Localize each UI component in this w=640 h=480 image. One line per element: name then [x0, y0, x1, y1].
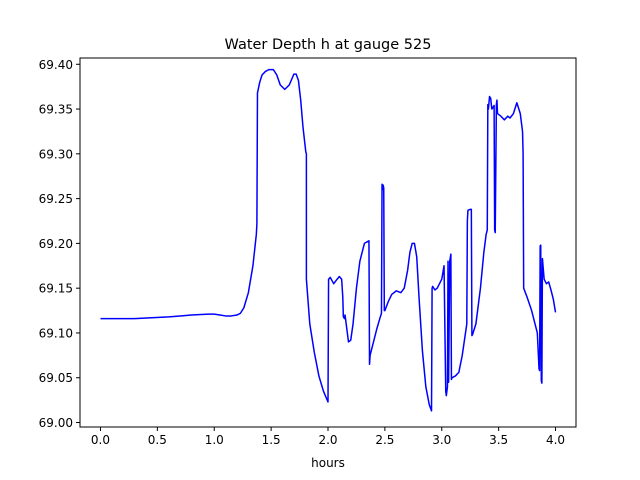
- x-axis-ticks: 0.0 0.5 1.0 1.5 2.0 2.5 3.0 3.5 4.0: [91, 427, 565, 447]
- x-tick-label: 1.0: [205, 433, 224, 447]
- y-tick-label: 69.25: [39, 192, 73, 206]
- x-tick-label: 4.0: [546, 433, 565, 447]
- y-tick-label: 69.35: [39, 103, 73, 117]
- y-tick-label: 69.15: [39, 282, 73, 296]
- x-tick-label: 3.5: [489, 433, 508, 447]
- y-tick-label: 69.00: [39, 416, 73, 430]
- x-tick-label: 3.0: [432, 433, 451, 447]
- x-axis-label: hours: [311, 456, 345, 470]
- y-tick-label: 69.30: [39, 147, 73, 161]
- y-axis-ticks: 69.00 69.05 69.10 69.15 69.20 69.25 69.30 69.35…: [39, 58, 80, 430]
- x-tick-label: 2.0: [318, 433, 337, 447]
- y-tick-label: 69.40: [39, 58, 73, 72]
- y-tick-label: 69.20: [39, 237, 73, 251]
- plot-area: [100, 68, 557, 412]
- x-tick-label: 2.5: [375, 433, 394, 447]
- series-line: [100, 68, 557, 412]
- x-tick-label: 0.5: [148, 433, 167, 447]
- x-tick-label: 0.0: [91, 433, 110, 447]
- plot-frame: [79, 57, 577, 428]
- y-tick-label: 69.10: [39, 326, 73, 340]
- x-tick-label: 1.5: [262, 433, 281, 447]
- y-tick-label: 69.05: [39, 371, 73, 385]
- chart-title: Water Depth h at gauge 525: [225, 37, 432, 53]
